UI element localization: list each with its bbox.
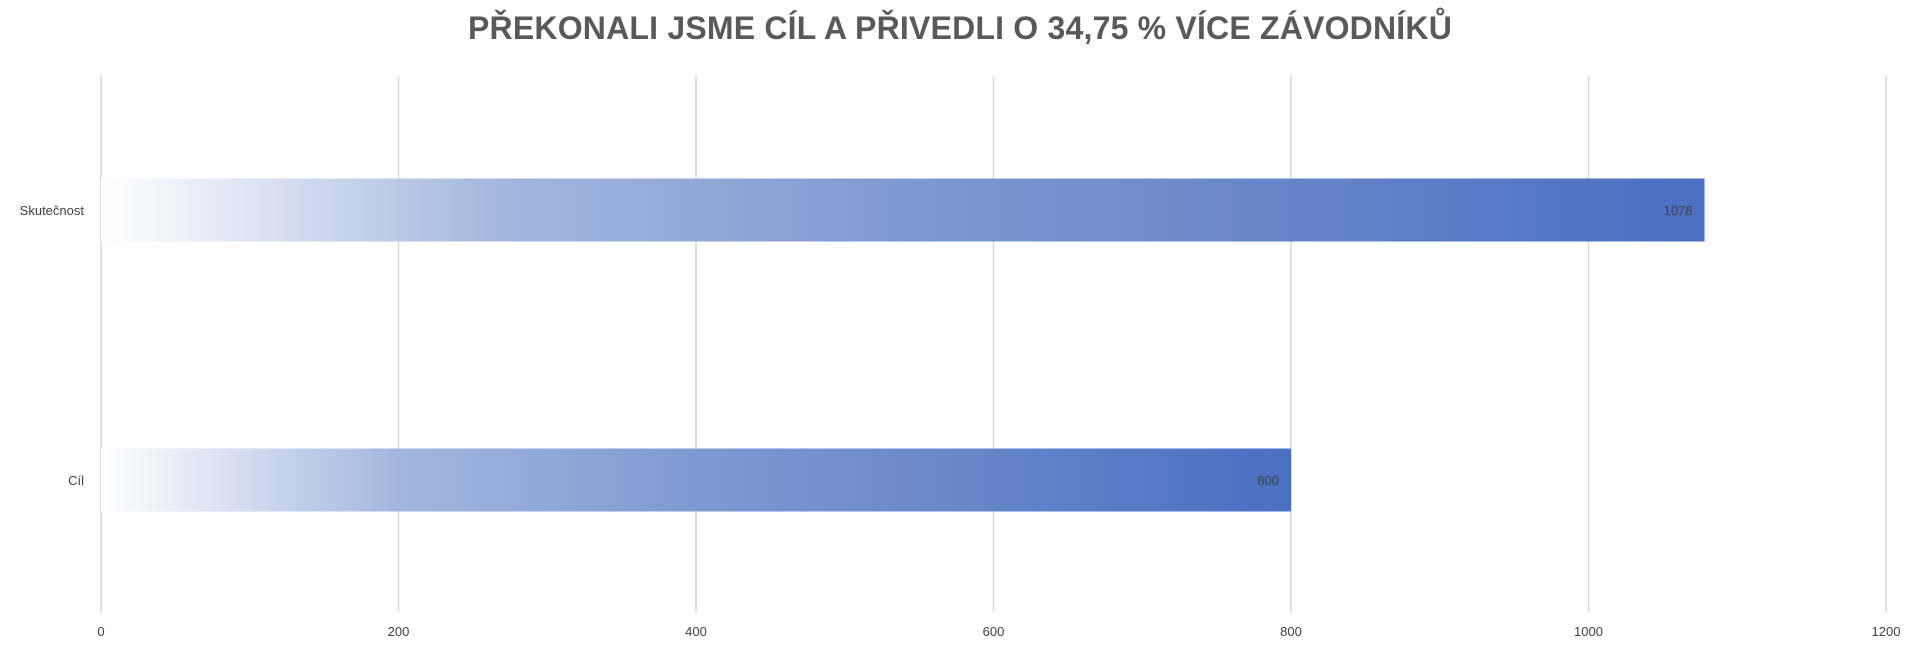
data-label: 800: [1257, 473, 1279, 488]
data-label: 1078: [1664, 203, 1693, 218]
bars: [101, 178, 1705, 512]
gridlines: [100, 76, 1887, 612]
x-tick-label: 800: [1280, 624, 1302, 639]
x-tick-label: 1200: [1872, 624, 1901, 639]
category-label: Skutečnost: [20, 203, 85, 218]
x-tick-label: 200: [388, 624, 410, 639]
labels: 0 200 400 600 800 1000 1200 Skutečnost 1078 Cíl 80…: [20, 203, 1901, 639]
x-tick-label: 1000: [1574, 624, 1603, 639]
bar: [101, 178, 1705, 242]
x-tick-label: 400: [685, 624, 707, 639]
x-tick-label: 600: [983, 624, 1005, 639]
bar: [101, 448, 1291, 512]
x-tick-label: 0: [97, 624, 104, 639]
category-label: Cíl: [68, 473, 84, 488]
chart-title: PŘEKONALI JSME CÍL A PŘIVEDLI O 34,75 % …: [467, 10, 1453, 46]
